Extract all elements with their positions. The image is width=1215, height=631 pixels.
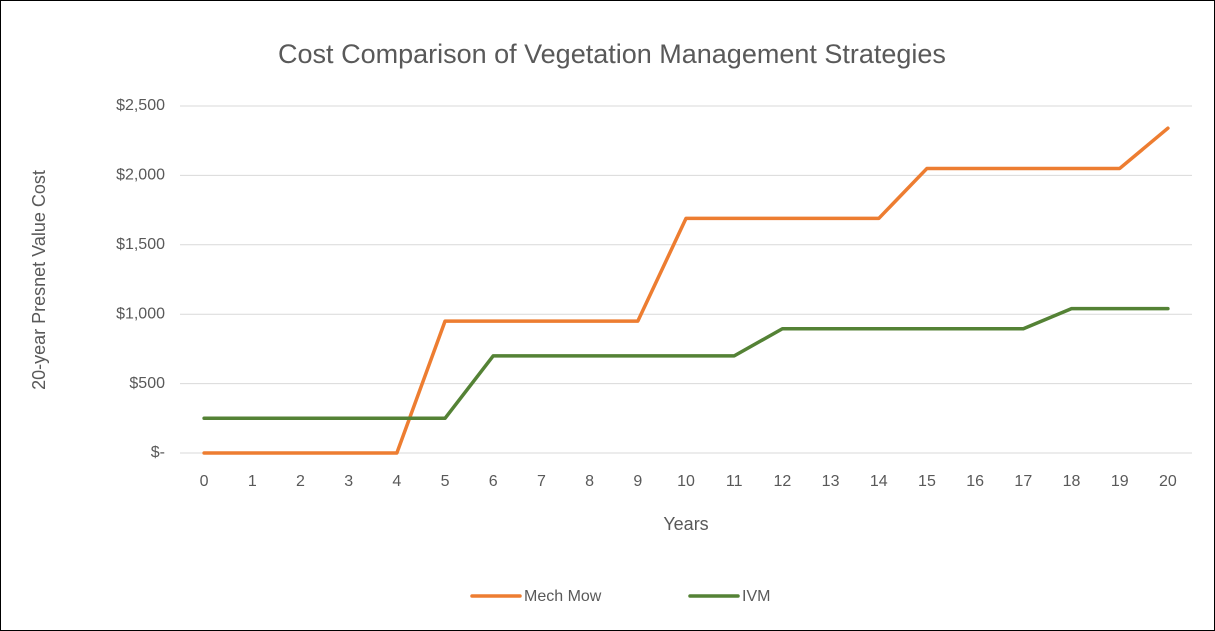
- y-tick-label: $-: [151, 444, 165, 461]
- x-tick-label: 5: [441, 473, 450, 490]
- y-tick-label: $2,000: [116, 167, 165, 184]
- chart-title: Cost Comparison of Vegetation Management…: [278, 39, 946, 69]
- x-tick-label: 9: [633, 473, 642, 490]
- x-tick-label: 1: [248, 473, 257, 490]
- y-tick-label: $2,500: [116, 97, 165, 114]
- x-tick-label: 14: [870, 473, 888, 490]
- x-tick-label: 4: [392, 473, 401, 490]
- legend-label: IVM: [742, 588, 770, 605]
- line-series: [202, 126, 1170, 455]
- x-tick-label: 20: [1159, 473, 1177, 490]
- legend-label: Mech Mow: [524, 588, 602, 605]
- x-tick-label: 8: [585, 473, 594, 490]
- x-tick-label: 16: [966, 473, 984, 490]
- x-tick-label: 13: [822, 473, 840, 490]
- y-tick-label: $500: [129, 375, 165, 392]
- x-tick-label: 18: [1063, 473, 1081, 490]
- y-tick-label: $1,500: [116, 236, 165, 253]
- x-tick-label: 2: [296, 473, 305, 490]
- x-tick-label: 10: [677, 473, 695, 490]
- y-tick-label: $1,000: [116, 305, 165, 322]
- x-tick-label: 0: [200, 473, 209, 490]
- line-series: [202, 306, 1170, 421]
- x-tick-label: 11: [726, 473, 743, 490]
- x-tick-label: 17: [1014, 473, 1032, 490]
- x-axis-label: Years: [663, 514, 708, 534]
- x-tick-label: 3: [344, 473, 353, 490]
- x-tick-label: 6: [489, 473, 498, 490]
- x-tick-label: 15: [918, 473, 936, 490]
- x-tick-label: 7: [537, 473, 546, 490]
- y-axis-label: 20-year Presnet Value Cost: [29, 170, 49, 390]
- x-tick-label: 19: [1111, 473, 1129, 490]
- x-tick-label: 12: [773, 473, 791, 490]
